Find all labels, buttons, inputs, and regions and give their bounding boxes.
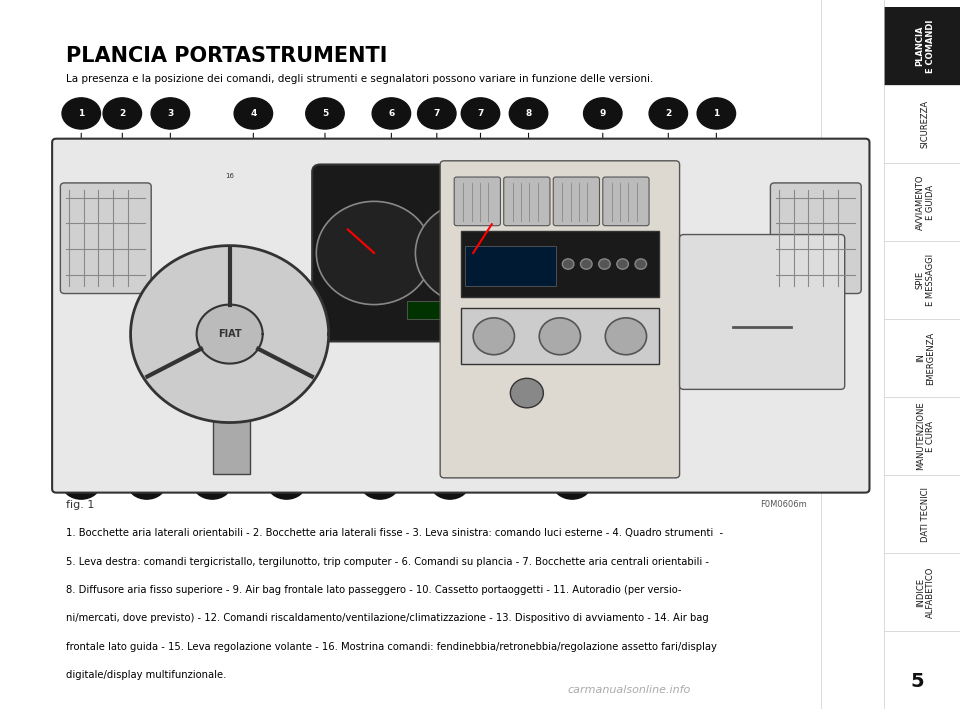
Circle shape [305,98,345,129]
Circle shape [540,318,581,354]
Text: F0M0606m: F0M0606m [760,500,806,509]
Text: SPIE
E MESSAGGI: SPIE E MESSAGGI [916,254,935,306]
Circle shape [62,468,101,499]
Bar [465,245,556,286]
Text: 1: 1 [713,109,719,118]
Circle shape [635,259,647,269]
Bar [884,7,960,85]
Circle shape [151,98,189,129]
Text: frontale lato guida - 15. Leva regolazione volante - 16. Mostrina comandi: fendi: frontale lato guida - 15. Leva regolazio… [65,642,716,652]
Text: carmanualsonline.info: carmanualsonline.info [567,685,690,695]
Circle shape [606,318,647,354]
Text: MANUTENZIONE
E CURA: MANUTENZIONE E CURA [916,402,935,470]
Text: 11: 11 [444,479,456,488]
Text: 7: 7 [477,109,484,118]
Text: INDICE
ALFABETICO: INDICE ALFABETICO [916,566,935,618]
Polygon shape [197,305,263,364]
Text: AVVIAMENTO
E GUIDA: AVVIAMENTO E GUIDA [916,174,935,230]
Circle shape [461,98,500,129]
Circle shape [584,98,622,129]
Text: FIAT: FIAT [218,329,242,339]
FancyBboxPatch shape [504,177,550,225]
Text: 13: 13 [280,479,293,488]
Text: 5: 5 [910,672,924,691]
FancyBboxPatch shape [553,177,599,225]
FancyBboxPatch shape [312,164,535,342]
Text: 2: 2 [119,109,126,118]
Text: PLANCIA PORTASTRUMENTI: PLANCIA PORTASTRUMENTI [65,46,387,66]
FancyBboxPatch shape [680,235,845,389]
Circle shape [511,379,543,408]
Circle shape [473,318,515,354]
Circle shape [649,98,687,129]
Text: 16: 16 [226,172,234,179]
Text: 1: 1 [78,109,84,118]
Text: 5. Leva destra: comandi tergicristallo, tergilunotto, trip computer - 6. Comandi: 5. Leva destra: comandi tergicristallo, … [65,557,708,566]
Text: 12: 12 [373,479,386,488]
Circle shape [416,201,531,305]
Circle shape [361,468,399,499]
Text: SICUREZZA: SICUREZZA [921,100,930,148]
Circle shape [431,468,469,499]
FancyBboxPatch shape [52,139,870,493]
Text: 4: 4 [251,109,256,118]
Text: 6: 6 [388,109,395,118]
Circle shape [563,259,574,269]
Circle shape [267,468,306,499]
Text: 16: 16 [75,479,87,488]
Text: fig. 1: fig. 1 [65,500,94,510]
Circle shape [418,98,456,129]
FancyBboxPatch shape [603,177,649,225]
Circle shape [234,98,273,129]
Bar [213,327,251,474]
Circle shape [581,259,592,269]
FancyBboxPatch shape [454,177,500,225]
Text: La presenza e la posizione dei comandi, degli strumenti e segnalatori possono va: La presenza e la posizione dei comandi, … [65,74,653,84]
Text: 7: 7 [434,109,440,118]
Circle shape [553,468,591,499]
Circle shape [317,201,432,305]
Text: 8: 8 [525,109,532,118]
Text: 9: 9 [600,109,606,118]
Circle shape [697,98,735,129]
Text: 10: 10 [566,479,578,488]
Circle shape [510,98,548,129]
Circle shape [103,98,141,129]
Circle shape [62,98,101,129]
FancyBboxPatch shape [60,183,151,294]
Text: digitale/display multifunzionale.: digitale/display multifunzionale. [65,670,226,680]
Circle shape [617,259,629,269]
FancyBboxPatch shape [770,183,861,294]
Polygon shape [131,245,328,423]
Text: 5: 5 [322,109,328,118]
Text: IN
EMERGENZA: IN EMERGENZA [916,331,935,385]
Text: 15: 15 [140,479,153,488]
Bar [407,301,440,319]
FancyBboxPatch shape [440,161,680,478]
Text: 2: 2 [665,109,671,118]
Text: PLANCIA
E COMANDI: PLANCIA E COMANDI [916,19,935,73]
Text: ni/mercati, dove previsto) - 12. Comandi riscaldamento/ventilazione/climatizzazi: ni/mercati, dove previsto) - 12. Comandi… [65,613,708,623]
Circle shape [193,468,231,499]
Text: 14: 14 [206,479,219,488]
Text: DATI TECNICI: DATI TECNICI [921,486,930,542]
Text: 1. Bocchette aria laterali orientabili - 2. Bocchette aria laterali fisse - 3. L: 1. Bocchette aria laterali orientabili -… [65,528,723,538]
Text: 3: 3 [167,109,174,118]
Circle shape [372,98,411,129]
Circle shape [128,468,166,499]
Bar [461,231,659,297]
Text: 8. Diffusore aria fisso superiore - 9. Air bag frontale lato passeggero - 10. Ca: 8. Diffusore aria fisso superiore - 9. A… [65,585,681,595]
Circle shape [599,259,611,269]
Bar [461,308,659,364]
